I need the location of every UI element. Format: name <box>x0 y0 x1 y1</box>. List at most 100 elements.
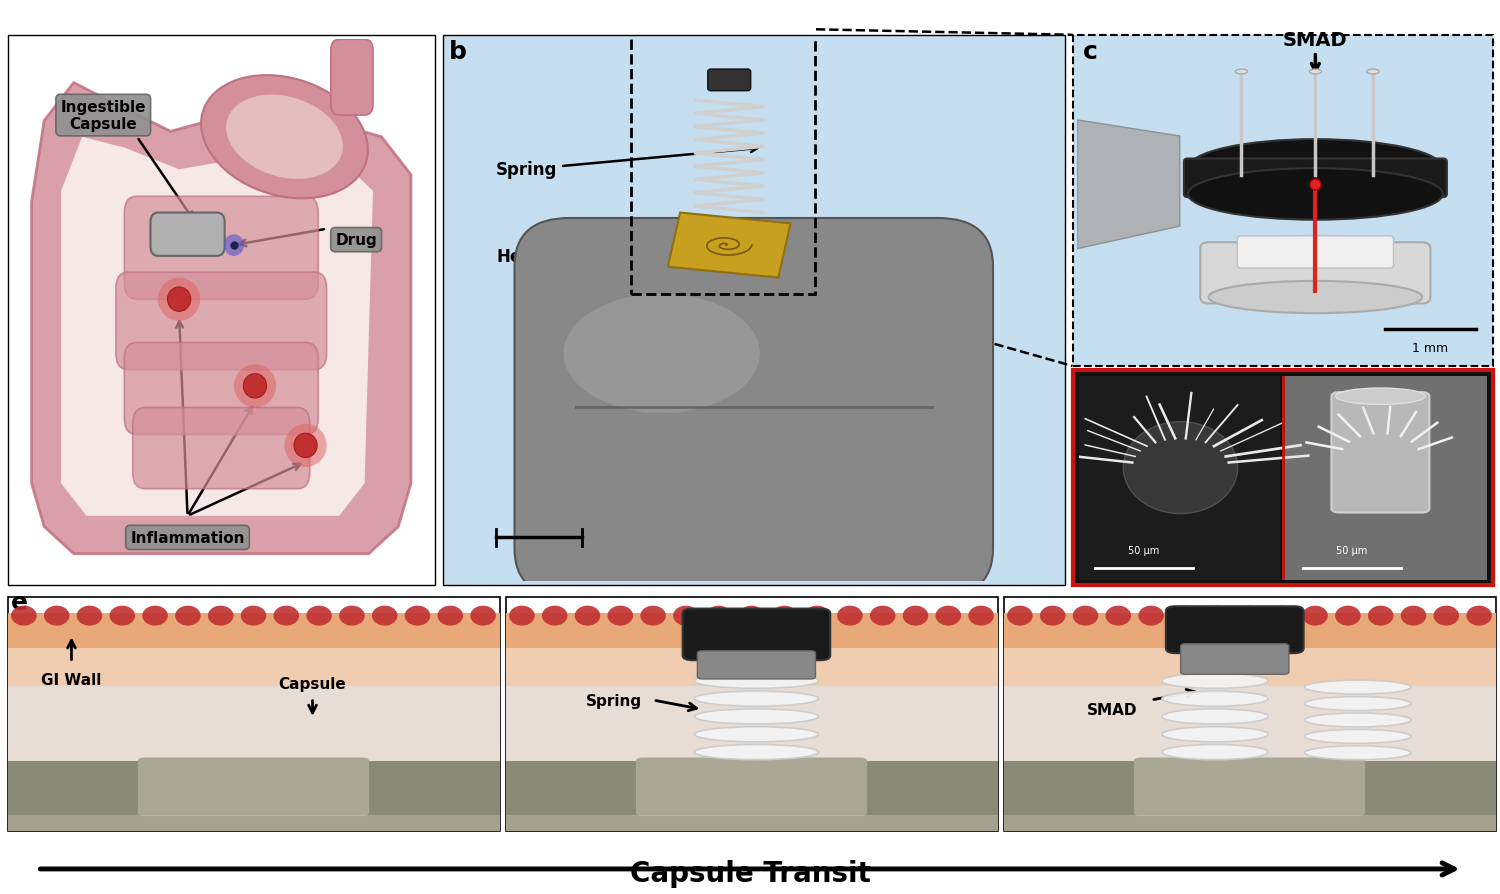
Ellipse shape <box>1467 606 1492 626</box>
Ellipse shape <box>339 606 364 626</box>
Ellipse shape <box>243 375 267 399</box>
Ellipse shape <box>285 425 327 468</box>
Polygon shape <box>62 138 374 516</box>
Ellipse shape <box>1188 169 1443 221</box>
Text: Capsule: Capsule <box>279 676 346 691</box>
Bar <box>8 815 500 831</box>
FancyBboxPatch shape <box>132 408 310 489</box>
Ellipse shape <box>564 294 760 413</box>
FancyBboxPatch shape <box>514 219 993 597</box>
Ellipse shape <box>1209 237 1422 275</box>
Ellipse shape <box>1236 606 1263 626</box>
Text: SMAD: SMAD <box>1086 702 1137 717</box>
Ellipse shape <box>240 606 267 626</box>
FancyBboxPatch shape <box>1180 644 1288 674</box>
FancyBboxPatch shape <box>124 343 318 435</box>
Text: Spring: Spring <box>496 147 758 179</box>
Text: 1 mm: 1 mm <box>1413 342 1449 354</box>
Bar <box>1004 597 1496 831</box>
Ellipse shape <box>1124 422 1238 514</box>
Ellipse shape <box>509 606 534 626</box>
Ellipse shape <box>1366 70 1378 75</box>
Ellipse shape <box>201 76 368 199</box>
Text: 50 μm: 50 μm <box>1336 545 1368 556</box>
Ellipse shape <box>608 606 633 626</box>
Text: 50 μm: 50 μm <box>1128 545 1160 556</box>
FancyBboxPatch shape <box>150 214 225 257</box>
Ellipse shape <box>306 606 332 626</box>
Ellipse shape <box>1209 282 1422 314</box>
Ellipse shape <box>405 606 430 626</box>
Ellipse shape <box>674 606 699 626</box>
Ellipse shape <box>711 77 747 90</box>
Ellipse shape <box>294 434 316 458</box>
Bar <box>1004 815 1496 831</box>
Ellipse shape <box>1072 606 1098 626</box>
Ellipse shape <box>1162 709 1268 724</box>
Text: a: a <box>13 40 30 64</box>
Bar <box>1004 613 1496 649</box>
Ellipse shape <box>1007 606 1032 626</box>
Ellipse shape <box>903 606 928 626</box>
Bar <box>506 613 998 649</box>
FancyBboxPatch shape <box>124 197 318 299</box>
Ellipse shape <box>76 606 102 626</box>
FancyBboxPatch shape <box>1332 392 1430 513</box>
Bar <box>1284 376 1486 580</box>
Ellipse shape <box>585 516 922 560</box>
Bar <box>506 597 998 831</box>
Ellipse shape <box>574 606 600 626</box>
Bar <box>506 687 998 761</box>
Ellipse shape <box>1305 696 1412 711</box>
Ellipse shape <box>694 745 819 760</box>
Ellipse shape <box>706 606 732 626</box>
FancyBboxPatch shape <box>1238 237 1394 269</box>
Polygon shape <box>1077 121 1179 249</box>
Ellipse shape <box>168 288 190 312</box>
Bar <box>1004 761 1496 831</box>
Ellipse shape <box>1310 70 1322 75</box>
Ellipse shape <box>1106 606 1131 626</box>
Text: Inflammation: Inflammation <box>130 530 244 545</box>
Ellipse shape <box>1434 606 1460 626</box>
Ellipse shape <box>1188 140 1443 198</box>
Text: Ingestible
Capsule: Ingestible Capsule <box>60 100 146 132</box>
Bar <box>1004 687 1496 761</box>
Ellipse shape <box>1335 389 1425 405</box>
Ellipse shape <box>1172 606 1197 626</box>
Ellipse shape <box>44 606 69 626</box>
Ellipse shape <box>1040 606 1065 626</box>
Bar <box>8 613 500 649</box>
Ellipse shape <box>1204 606 1230 626</box>
Ellipse shape <box>870 606 895 626</box>
Ellipse shape <box>542 606 567 626</box>
Ellipse shape <box>234 365 276 408</box>
Bar <box>506 649 998 687</box>
Bar <box>506 815 998 831</box>
Ellipse shape <box>738 299 952 560</box>
FancyBboxPatch shape <box>138 757 369 816</box>
Ellipse shape <box>694 709 819 724</box>
Ellipse shape <box>209 606 234 626</box>
Text: Spring: Spring <box>585 693 642 708</box>
Ellipse shape <box>694 673 819 688</box>
Ellipse shape <box>738 606 765 626</box>
Text: b: b <box>448 40 466 64</box>
Text: Heater: Heater <box>496 243 711 266</box>
FancyBboxPatch shape <box>332 40 374 116</box>
Text: Drug: Drug <box>336 232 376 248</box>
Bar <box>8 649 500 687</box>
FancyBboxPatch shape <box>1166 606 1304 654</box>
Bar <box>8 761 500 831</box>
Ellipse shape <box>1401 606 1426 626</box>
Bar <box>1078 376 1281 580</box>
Bar <box>632 35 815 294</box>
Ellipse shape <box>1138 606 1164 626</box>
Bar <box>1072 36 1492 367</box>
Ellipse shape <box>1302 606 1328 626</box>
Ellipse shape <box>1305 730 1412 744</box>
FancyBboxPatch shape <box>636 757 867 816</box>
Polygon shape <box>32 83 411 554</box>
Ellipse shape <box>1305 680 1412 695</box>
Text: 1 cm: 1 cm <box>522 554 556 568</box>
